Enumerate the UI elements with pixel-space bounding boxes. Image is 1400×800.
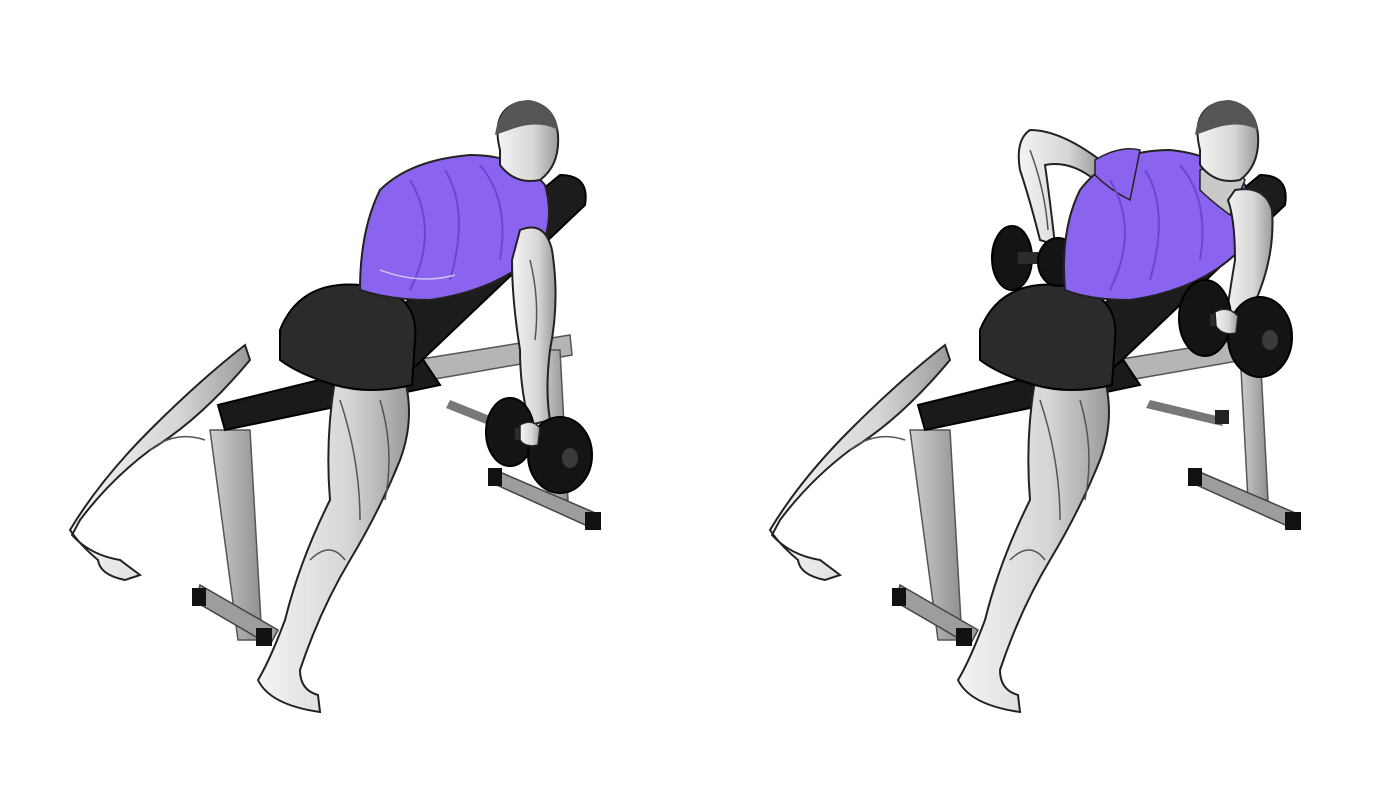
start-position-figure — [68, 100, 602, 714]
front-leg — [256, 379, 410, 714]
hand — [1214, 308, 1239, 335]
bench-foot-cap — [585, 512, 601, 530]
dumbbell — [485, 397, 593, 494]
working-arm-rowed — [1017, 128, 1102, 247]
head — [495, 100, 560, 182]
back-leg — [68, 343, 252, 582]
end-position-figure — [768, 100, 1302, 714]
bench-foot-cap — [192, 588, 206, 606]
dumbbell — [1178, 279, 1293, 378]
working-arm — [510, 226, 557, 427]
head — [1195, 100, 1260, 182]
front-leg — [956, 379, 1110, 714]
latissimus-dorsi-highlight — [358, 153, 550, 302]
hand — [519, 421, 541, 447]
shorts — [279, 283, 417, 391]
start-position-panel — [68, 100, 602, 714]
shorts — [979, 283, 1117, 391]
end-position-panel — [700, 0, 1400, 800]
bench-foot-cap — [256, 628, 272, 646]
back-leg — [768, 343, 952, 582]
rear-deltoid-highlight — [1094, 148, 1141, 202]
torso — [358, 153, 550, 302]
bench-foot-cap — [488, 468, 502, 486]
